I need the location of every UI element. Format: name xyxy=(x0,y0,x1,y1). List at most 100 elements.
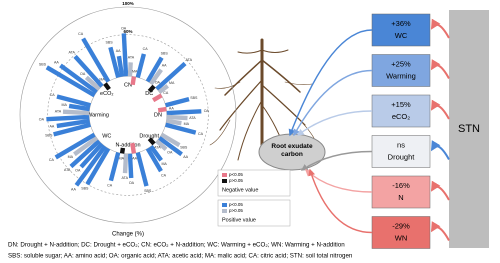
legend-box xyxy=(217,199,291,227)
bar xyxy=(59,63,98,94)
bar-label: OA xyxy=(39,117,45,121)
bar-group xyxy=(152,93,163,103)
bar-label: CA xyxy=(143,47,149,51)
bar xyxy=(69,139,101,169)
bar-group xyxy=(122,153,129,174)
bar-label: AA xyxy=(183,155,188,159)
bar-group xyxy=(103,82,111,91)
bar-label: CA xyxy=(78,32,84,36)
bar-label: ATA xyxy=(154,145,161,149)
caption: DN: Drought + N-addition; DC: Drought + … xyxy=(8,242,345,249)
bar-label: SBS xyxy=(190,96,198,100)
bar-label: MA xyxy=(132,70,138,74)
bar-group xyxy=(149,145,163,162)
bar-group xyxy=(79,142,104,169)
bar-group xyxy=(68,103,90,112)
bar-group xyxy=(130,142,137,154)
bar-label: ATA xyxy=(186,58,193,62)
bar xyxy=(68,103,90,112)
bar-label: ATA xyxy=(64,168,71,172)
bar xyxy=(130,76,137,86)
bar xyxy=(165,96,190,108)
bar-label: AA xyxy=(49,125,54,129)
stn-label: STN xyxy=(458,123,480,135)
arrow xyxy=(296,110,373,136)
bar-group xyxy=(135,53,147,78)
sector-label: eCO₂ xyxy=(100,91,113,97)
sector-label: Warming xyxy=(87,112,109,118)
bar-group xyxy=(46,114,90,122)
bar-group xyxy=(165,96,190,108)
bar-group xyxy=(127,153,134,179)
arrow xyxy=(304,169,373,193)
bar-group xyxy=(157,106,167,113)
factor-change: ns xyxy=(397,140,405,149)
bar xyxy=(73,54,104,88)
factor-name: N xyxy=(398,193,403,202)
zero-circle xyxy=(88,75,168,155)
bar-label: ATA xyxy=(189,116,196,120)
bar xyxy=(155,61,187,91)
bar xyxy=(103,82,111,91)
factor-box xyxy=(371,175,431,209)
bar-label: CA xyxy=(107,183,113,187)
arrow xyxy=(308,168,373,234)
legend-swatch xyxy=(222,209,227,213)
bar-label: AA xyxy=(116,49,121,53)
arrow xyxy=(430,221,450,241)
bar xyxy=(84,75,101,91)
factor-name: Warming xyxy=(386,71,416,80)
bar-label: AA xyxy=(71,187,76,191)
bar-group xyxy=(130,76,137,86)
bar xyxy=(79,142,104,169)
factor-box xyxy=(371,54,431,87)
bar-group xyxy=(56,118,90,129)
factor-box xyxy=(371,13,431,47)
arrow xyxy=(430,59,450,79)
bar-label: MA xyxy=(161,162,167,166)
bar xyxy=(127,62,133,77)
sector-label: DN xyxy=(154,112,162,118)
bar-label: OA xyxy=(204,109,210,113)
bar-label: SBS xyxy=(180,146,188,150)
axis-label: Change (%) xyxy=(112,232,144,238)
bar-group xyxy=(147,137,156,146)
legend-box xyxy=(217,169,291,197)
bar-label: MA xyxy=(169,81,175,85)
bar-label: ATA xyxy=(122,176,129,180)
bar xyxy=(135,53,147,78)
bar-label: CA xyxy=(50,93,56,97)
bar-group xyxy=(53,122,91,137)
bar-group xyxy=(135,152,149,187)
bar-label: CA xyxy=(198,132,204,136)
legend-label: p<0.05 xyxy=(229,202,243,207)
bar-label: OA xyxy=(121,26,127,30)
bar xyxy=(135,152,149,187)
bar xyxy=(127,153,134,179)
sector-label: N-addition xyxy=(115,142,140,148)
bar-group xyxy=(45,65,96,98)
factor-change: -16% xyxy=(392,181,410,190)
bar-label: SBS xyxy=(106,40,114,44)
bar-group xyxy=(62,109,90,116)
bar xyxy=(160,132,181,148)
bar xyxy=(73,136,98,157)
bar-group xyxy=(73,136,98,157)
bar xyxy=(166,109,202,116)
bar xyxy=(147,137,156,146)
factor-change: +15% xyxy=(391,100,411,109)
bar-group xyxy=(73,54,104,88)
bar xyxy=(119,147,126,154)
bar-label: OA xyxy=(80,72,86,76)
bar-label: OA xyxy=(155,80,161,84)
bar-label: SBS xyxy=(45,134,53,138)
bar-label: MA xyxy=(184,122,190,126)
factor-box xyxy=(371,135,431,168)
bar-group xyxy=(145,56,164,83)
bar-label: MA xyxy=(68,155,74,159)
bar-group xyxy=(149,68,163,85)
bar-label: CA xyxy=(161,173,167,177)
bar-label: CA xyxy=(49,158,55,162)
bar xyxy=(108,152,121,182)
bar xyxy=(62,109,90,116)
